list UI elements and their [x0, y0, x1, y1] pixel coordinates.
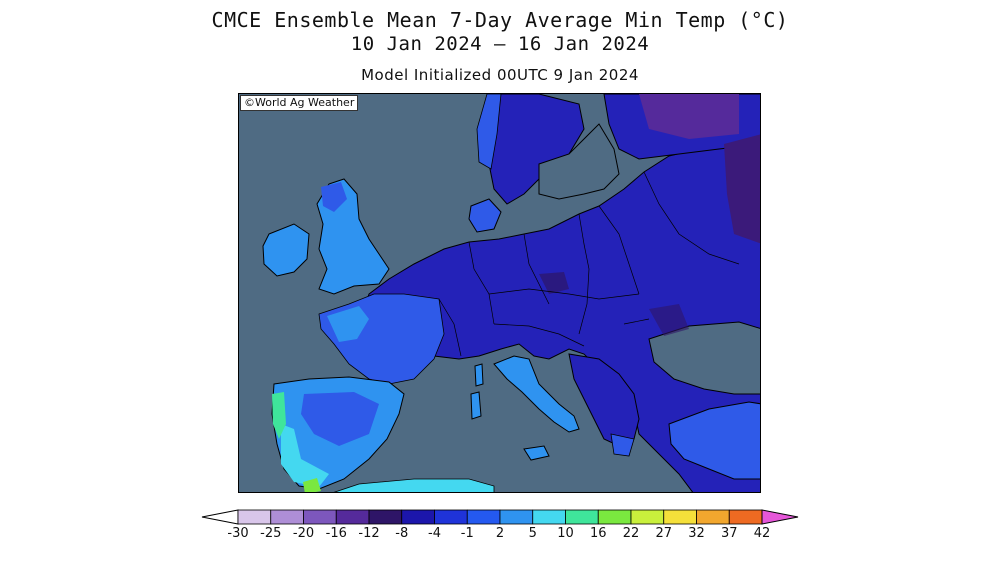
scale-tick-label: 32 [688, 526, 705, 541]
continental-europe-land [363, 138, 760, 492]
color-scale-legend: -30 -25 -20 -16 -12 -8 -4 -1 2 5 10 16 22 27 32 37 42 [200, 509, 800, 549]
copyright-label: ©World Ag Weather [240, 95, 359, 111]
scale-swatch [663, 509, 697, 525]
cold-pocket-north [639, 94, 739, 139]
scale-tick-label: 37 [720, 526, 738, 541]
sardinia [470, 391, 482, 420]
europe-map-svg [239, 94, 760, 492]
gibraltar-warm-spot [303, 478, 321, 492]
baltic-sea [538, 123, 620, 200]
scale-swatch [597, 509, 632, 525]
italy-land [493, 355, 580, 433]
scale-swatch [696, 509, 730, 525]
scale-swatch [434, 509, 468, 525]
color-scale-bar [201, 509, 799, 525]
scale-tick-label: 10 [557, 526, 574, 541]
iberia-south-coast [281, 424, 329, 487]
scale-tick-label: 2 [495, 526, 505, 541]
scale-swatch [466, 509, 501, 525]
scale-tick-label: -4 [428, 526, 441, 541]
scale-tick-label: -30 [227, 526, 249, 541]
scale-tick-label: 27 [655, 526, 673, 541]
model-initialized-label: Model Initialized 00UTC 9 Jan 2024 [361, 66, 639, 84]
scale-tick-label: 22 [622, 526, 640, 541]
scale-tick-label: -20 [292, 526, 315, 541]
scale-tick-label: -8 [395, 526, 409, 541]
scale-tick-label: 16 [589, 526, 607, 541]
north-africa-strip [333, 478, 495, 492]
scale-swatch [401, 509, 435, 525]
scale-swatch [237, 509, 272, 525]
scale-tick-label: 42 [753, 526, 771, 541]
scale-tick-label: -12 [358, 526, 380, 541]
ireland [262, 223, 310, 277]
scale-swatch [368, 509, 403, 525]
scale-arrow-low [201, 509, 239, 525]
scale-tick-label: 5 [528, 526, 537, 541]
sicily [523, 445, 550, 461]
scale-tick-label: -25 [260, 526, 282, 541]
chart-title: CMCE Ensemble Mean 7-Day Average Min Tem… [211, 8, 789, 32]
scale-swatch [565, 509, 599, 525]
iberia-interior [301, 392, 379, 446]
scale-swatch [630, 509, 665, 525]
anatolia-land [668, 401, 760, 480]
scale-tick-label: -16 [325, 526, 347, 541]
corsica [474, 363, 484, 387]
scale-swatch [499, 509, 534, 525]
scale-tick-label: -1 [460, 526, 474, 541]
portugal-coast [272, 392, 286, 439]
norway-coast [476, 94, 502, 170]
scale-swatch [335, 509, 370, 525]
cold-pocket-east [724, 134, 760, 244]
greece-coast [610, 433, 635, 457]
cold-pocket-alps [539, 272, 569, 294]
scale-swatch [728, 509, 763, 525]
france-coast-band [327, 306, 369, 342]
cold-pocket-ukraine [649, 304, 689, 336]
scale-swatch [303, 509, 337, 525]
date-range: 10 Jan 2024 — 16 Jan 2024 [350, 33, 650, 55]
denmark [468, 198, 502, 233]
country-borders [438, 171, 740, 357]
scotland-highlands [321, 182, 347, 212]
black-sea [648, 321, 760, 395]
scale-swatch [532, 509, 566, 525]
scale-swatch [270, 509, 304, 525]
scale-arrow-high [761, 509, 799, 525]
temperature-map: ©World Ag Weather [238, 93, 761, 493]
